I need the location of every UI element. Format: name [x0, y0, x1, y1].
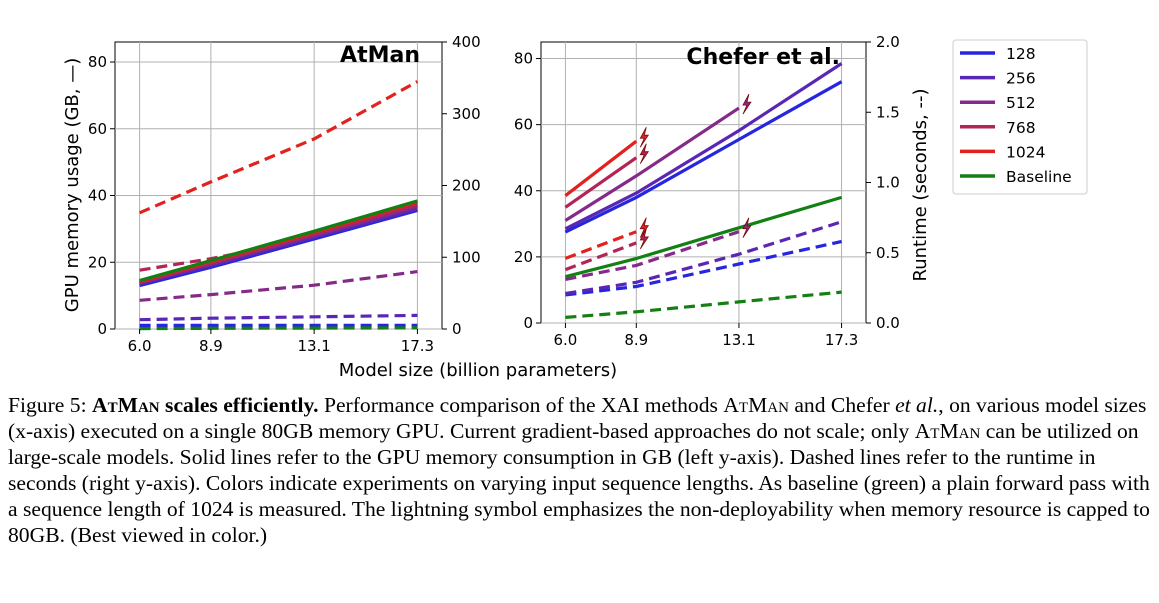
caption-method-name: AtMan — [914, 418, 981, 443]
y-tick-label: 80 — [514, 50, 533, 68]
caption-text: and Chefer — [788, 393, 896, 417]
runtime-line-1024 — [564, 230, 637, 260]
lightning-icon — [639, 143, 650, 164]
atman-y-axis-label: GPU memory usage (GB, —) — [62, 58, 83, 312]
y-tick-label: 60 — [514, 116, 533, 134]
y2-tick-label: 400 — [452, 33, 481, 51]
memory-line-768 — [564, 156, 638, 209]
legend-label: 768 — [1006, 119, 1036, 137]
x-tick-label: 6.0 — [128, 337, 152, 355]
y-tick-label: 40 — [514, 182, 533, 200]
y2-tick-label: 0.5 — [876, 244, 900, 262]
atman-title: AtMan — [340, 43, 420, 68]
lightning-icon — [639, 217, 650, 238]
figure-caption: Figure 5: AtMan scales efficiently. Perf… — [8, 393, 1154, 548]
y2-tick-label: 300 — [452, 105, 481, 123]
runtime-line-256 — [139, 313, 418, 322]
y-tick-label: 0 — [523, 314, 533, 332]
chefer-plot-frame — [540, 41, 867, 324]
memory-line-256 — [564, 62, 843, 231]
chefer-panel: 6.0 8.9 13.1 17.3 0 20 40 60 80 0.0 0.5 1.0 1.5 2.0 C… — [514, 33, 931, 349]
lightning-icon — [639, 228, 650, 250]
x-tick-label: 13.1 — [297, 337, 330, 355]
lightning-icon — [742, 217, 752, 238]
x-tick-label: 17.3 — [825, 331, 858, 349]
x-axis-label: Model size (billion parameters) — [339, 360, 617, 381]
y-tick-label: 20 — [514, 248, 533, 266]
caption-method-name: AtMan — [723, 393, 789, 417]
y2-tick-label: 100 — [452, 248, 481, 266]
y2-tick-label: 200 — [452, 177, 481, 195]
legend-label: 512 — [1006, 94, 1036, 112]
memory-line-baseline — [565, 195, 843, 279]
runtime-line-128 — [565, 239, 842, 297]
y2-tick-label: 0.0 — [876, 314, 900, 332]
atman-panel: 6.0 8.9 13.1 17.3 0 20 40 60 80 0 100 200 300 400 AtM… — [62, 33, 481, 355]
legend-label: 1024 — [1006, 143, 1045, 161]
chefer-title: Chefer et al. — [686, 45, 840, 70]
caption-text: , on various model sizes (x-axis) execut… — [8, 393, 1147, 443]
runtime-line-baseline — [565, 290, 842, 319]
chefer-y2-axis-label: Runtime (seconds, --) — [910, 89, 931, 282]
x-tick-label: 6.0 — [554, 331, 578, 349]
y2-tick-label: 2.0 — [876, 33, 900, 51]
x-tick-label: 8.9 — [199, 337, 223, 355]
legend-label: 256 — [1006, 70, 1036, 88]
atman-plot-frame — [114, 41, 443, 330]
runtime-line-512 — [565, 230, 740, 281]
y2-tick-label: 1.5 — [876, 103, 900, 121]
y2-tick-label: 0 — [452, 320, 462, 338]
y-tick-label: 60 — [88, 120, 107, 138]
y-tick-label: 40 — [88, 187, 107, 205]
runtime-line-1024 — [138, 80, 419, 215]
lightning-icon — [742, 93, 752, 115]
runtime-line-256 — [565, 220, 843, 296]
caption-text: Performance comparison of the XAI method… — [318, 393, 724, 417]
runtime-line-768 — [564, 241, 637, 272]
lightning-icon — [639, 126, 650, 148]
runtime-line-512 — [139, 270, 418, 302]
y-tick-label: 80 — [88, 53, 107, 71]
y2-tick-label: 1.0 — [876, 174, 900, 192]
legend-label: Baseline — [1006, 168, 1072, 186]
y-tick-label: 20 — [88, 253, 107, 271]
caption-headline: AtMan scales efficiently. — [91, 393, 319, 417]
memory-line-512 — [564, 106, 740, 222]
x-tick-label: 13.1 — [722, 331, 755, 349]
memory-line-1024 — [564, 139, 638, 197]
caption-etal: et al. — [895, 393, 939, 417]
caption-label: Figure 5: — [8, 393, 92, 417]
legend-label: 128 — [1006, 45, 1036, 63]
legend: 128 256 512 768 1024 Baseline — [952, 39, 1088, 195]
x-tick-label: 8.9 — [624, 331, 648, 349]
x-tick-label: 17.3 — [401, 337, 434, 355]
caption-text: can be utilized on large-scale models. S… — [8, 418, 1150, 547]
runtime-line-baseline — [139, 326, 418, 331]
memory-line-128 — [564, 80, 843, 234]
y-tick-label: 0 — [97, 320, 107, 338]
memory-line-baseline — [139, 199, 418, 283]
